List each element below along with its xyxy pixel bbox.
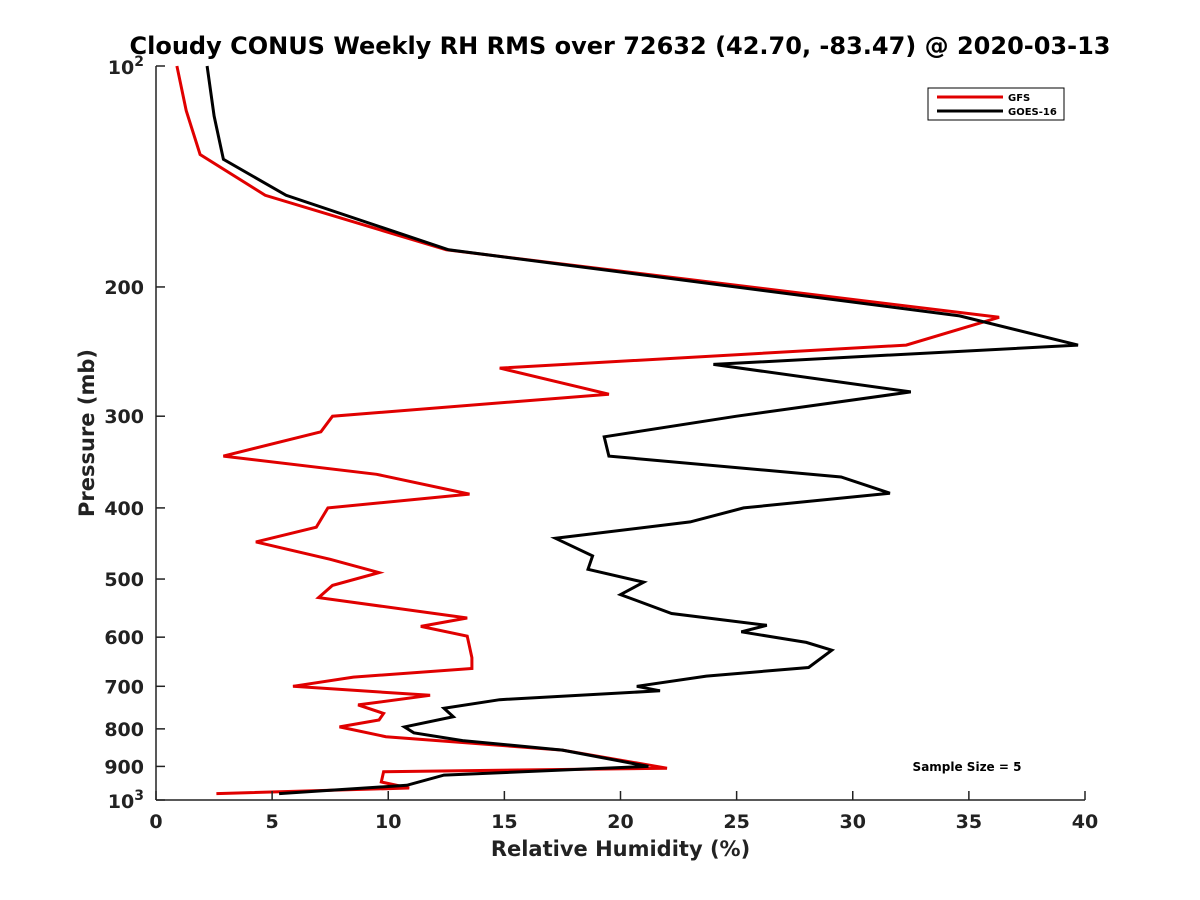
y-tick-label: 700 bbox=[104, 676, 144, 698]
x-tick-label: 0 bbox=[149, 811, 162, 833]
legend-label: GFS bbox=[1008, 93, 1030, 104]
y-axis-ticks: 102 200 300 400 500 600 700 800 900 103 bbox=[104, 54, 165, 813]
series-line-goes-16 bbox=[205, 65, 1079, 796]
chart-title: Cloudy CONUS Weekly RH RMS over 72632 (4… bbox=[130, 32, 1111, 60]
series-lines bbox=[175, 65, 1079, 796]
y-tick-label: 400 bbox=[104, 498, 144, 520]
x-tick-label: 40 bbox=[1072, 811, 1098, 833]
x-axis-label: Relative Humidity (%) bbox=[491, 837, 750, 861]
y-tick-label: 102 bbox=[108, 54, 144, 79]
x-tick-label: 30 bbox=[840, 811, 866, 833]
y-axis-label: Pressure (mb) bbox=[75, 349, 99, 517]
x-tick-label: 20 bbox=[607, 811, 633, 833]
y-tick-label: 900 bbox=[104, 756, 144, 778]
sample-size-annotation: Sample Size = 5 bbox=[913, 760, 1022, 774]
x-tick-label: 15 bbox=[491, 811, 517, 833]
legend-items: GFS GOES-16 bbox=[937, 93, 1057, 118]
legend-box bbox=[927, 87, 1065, 121]
x-tick-label: 10 bbox=[375, 811, 401, 833]
x-tick-label: 5 bbox=[266, 811, 279, 833]
legend-label: GOES-16 bbox=[1008, 107, 1057, 118]
y-tick-label: 500 bbox=[104, 569, 144, 591]
y-tick-label: 200 bbox=[104, 277, 144, 299]
y-tick-label: 103 bbox=[108, 788, 144, 813]
y-tick-label: 300 bbox=[104, 406, 144, 428]
y-tick-label: 800 bbox=[104, 719, 144, 741]
x-axis-ticks: 0 5 10 15 20 25 30 35 40 bbox=[149, 791, 1098, 833]
series-line-gfs bbox=[175, 65, 1000, 796]
x-tick-label: 35 bbox=[956, 811, 982, 833]
legend: GFS GOES-16 bbox=[927, 87, 1065, 121]
x-tick-label: 25 bbox=[723, 811, 749, 833]
y-tick-label: 600 bbox=[104, 627, 144, 649]
